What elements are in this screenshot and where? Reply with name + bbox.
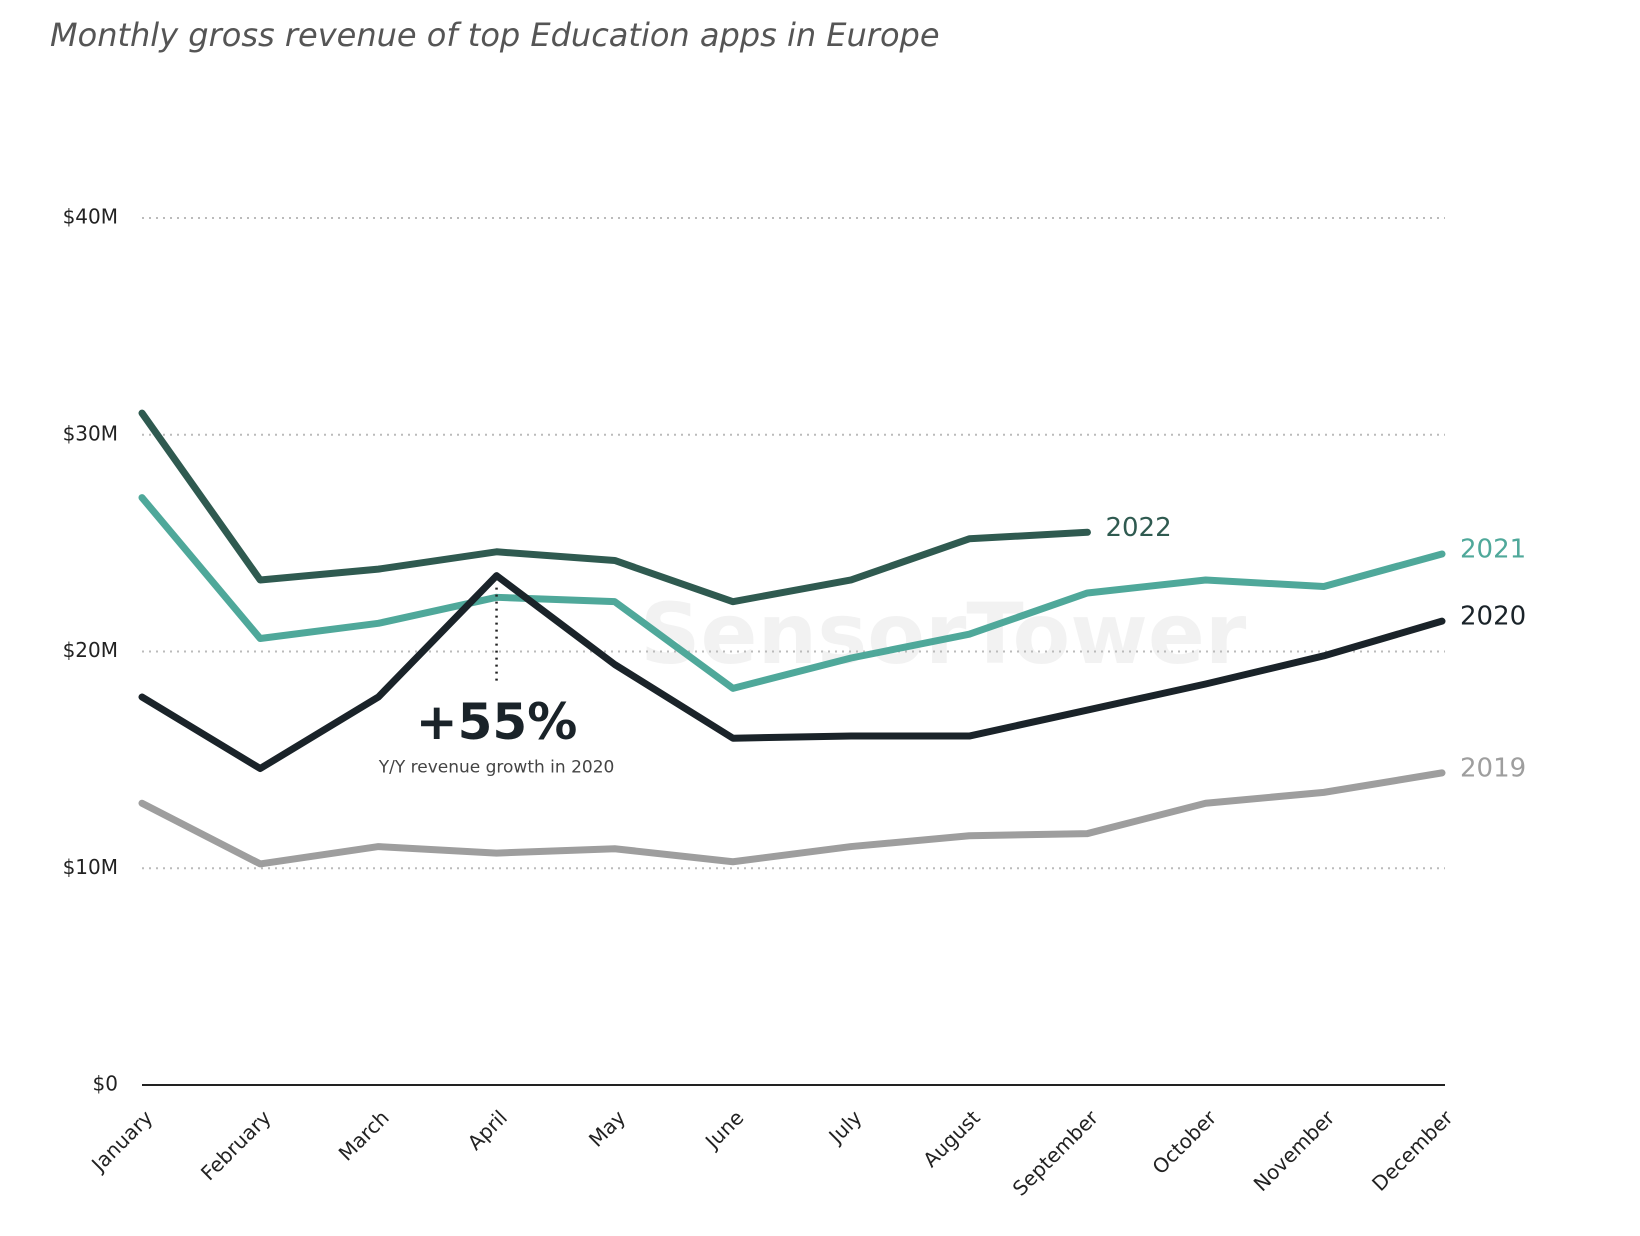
x-tick-label: March — [334, 1105, 394, 1165]
y-tick-label: $10M — [63, 855, 118, 879]
x-tick-label: October — [1147, 1105, 1221, 1179]
y-tick-label: $40M — [63, 205, 118, 229]
x-tick-label: April — [463, 1105, 512, 1154]
x-tick-label: May — [584, 1105, 630, 1151]
x-tick-label: August — [918, 1105, 985, 1172]
series-label: 2020 — [1460, 602, 1526, 632]
series-line — [138, 572, 1446, 773]
y-tick-label: $30M — [63, 421, 118, 445]
annotation-headline: +55% — [416, 693, 578, 751]
series-label: 2021 — [1460, 534, 1526, 564]
y-tick-label: $20M — [63, 638, 118, 662]
series-label: 2022 — [1105, 513, 1171, 543]
series-line — [138, 494, 1446, 692]
x-tick-label: July — [823, 1105, 867, 1149]
series-line — [138, 409, 1091, 606]
annotation-text: Y/Y revenue growth in 2020 — [378, 758, 615, 778]
x-tick-label: January — [85, 1105, 157, 1177]
x-tick-label: November — [1249, 1105, 1340, 1196]
series-line — [138, 769, 1446, 868]
x-tick-label: February — [196, 1105, 276, 1185]
y-tick-label: $0 — [93, 1072, 118, 1096]
chart-subtitle: Monthly gross revenue of top Education a… — [50, 16, 940, 54]
x-tick-label: September — [1008, 1105, 1104, 1201]
series-label: 2019 — [1460, 753, 1526, 783]
x-tick-label: December — [1367, 1105, 1458, 1196]
x-tick-label: June — [699, 1105, 748, 1154]
